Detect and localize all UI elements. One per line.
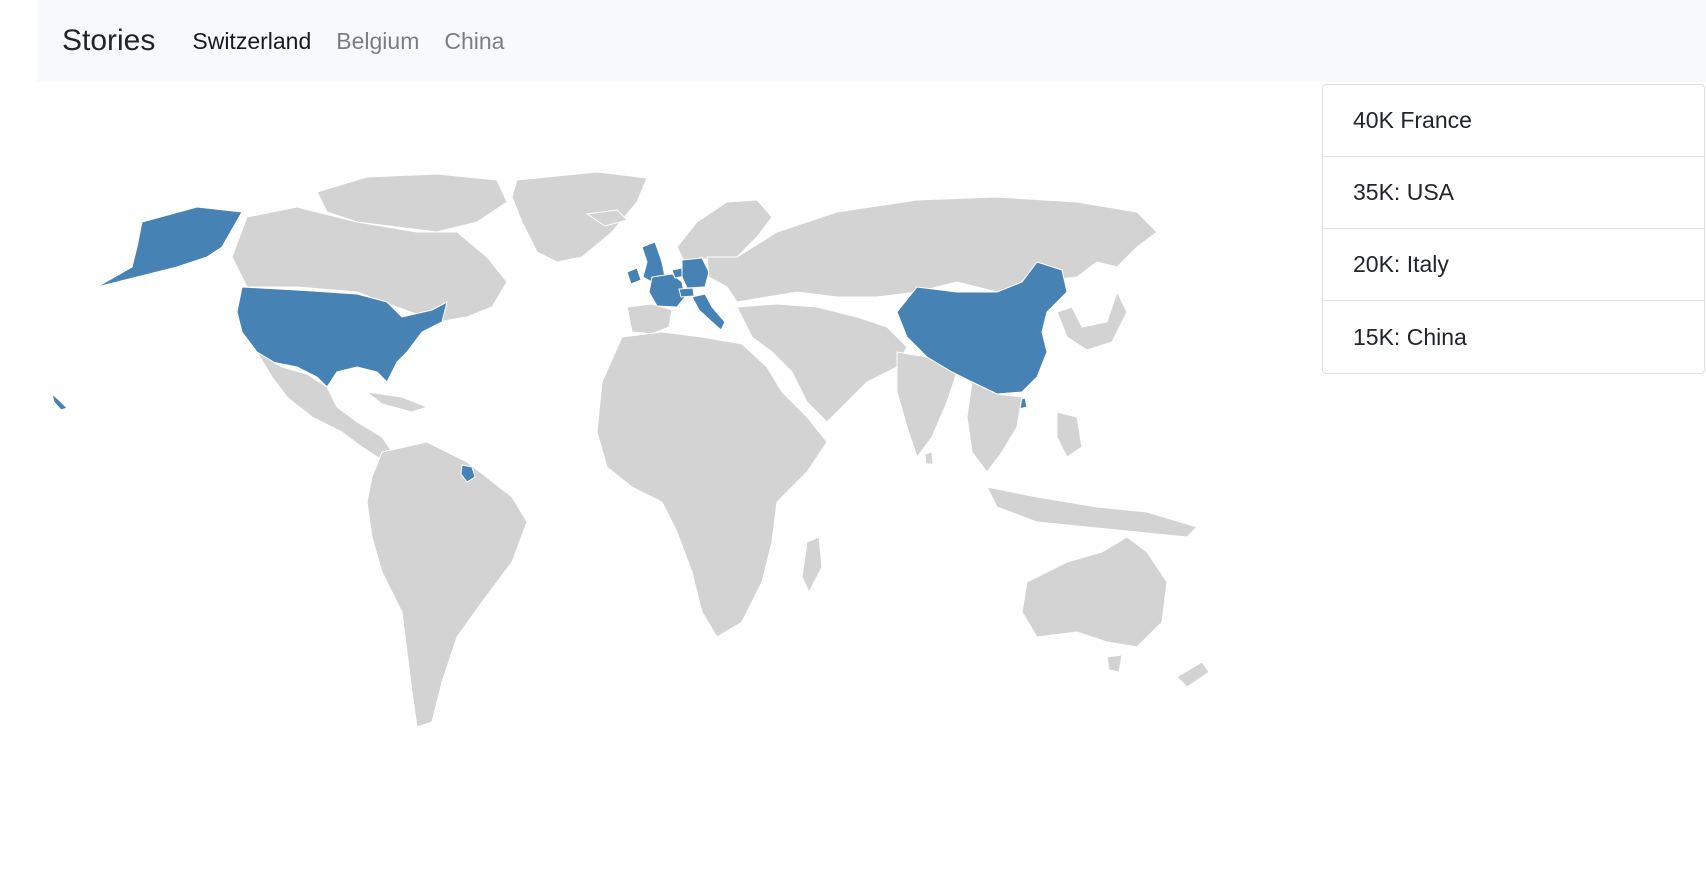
stats-list: 40K France 35K: USA 20K: Italy 15K: Chin… — [1322, 84, 1705, 374]
brand-link[interactable]: Stories — [62, 24, 156, 57]
germany[interactable] — [681, 257, 710, 289]
africa[interactable] — [596, 331, 828, 638]
korea-japan[interactable] — [1056, 290, 1128, 351]
iceland[interactable] — [585, 209, 628, 227]
china[interactable] — [896, 261, 1068, 395]
iberia[interactable] — [626, 303, 673, 335]
indonesia-philippines[interactable] — [986, 486, 1198, 538]
russia-eastern-europe[interactable] — [706, 196, 1158, 303]
sri-lanka[interactable] — [924, 451, 934, 465]
canada[interactable] — [231, 206, 508, 323]
nav-link-belgium[interactable]: Belgium — [336, 27, 420, 54]
caribbean[interactable] — [365, 391, 429, 413]
world-map[interactable] — [37, 82, 1322, 877]
australia[interactable] — [1021, 536, 1168, 648]
nav-link-china[interactable]: China — [444, 27, 505, 54]
alaska[interactable] — [96, 206, 243, 288]
navbar: Stories Switzerland Belgium China — [37, 0, 1706, 82]
hawaii[interactable] — [51, 392, 68, 411]
ireland[interactable] — [626, 267, 642, 285]
switzerland[interactable] — [678, 287, 695, 298]
stats-item-usa: 35K: USA — [1323, 157, 1704, 229]
stats-item-italy: 20K: Italy — [1323, 229, 1704, 301]
world-map-svg[interactable] — [37, 82, 1322, 877]
philippines[interactable] — [1056, 411, 1083, 458]
stats-item-france: 40K France — [1323, 85, 1704, 157]
greenland[interactable] — [511, 171, 648, 263]
madagascar[interactable] — [801, 536, 823, 594]
italy[interactable] — [691, 293, 726, 331]
new-zealand[interactable] — [1176, 661, 1210, 688]
arctic-islands[interactable] — [316, 173, 508, 233]
tasmania[interactable] — [1106, 654, 1123, 673]
nav-link-switzerland[interactable]: Switzerland — [192, 27, 312, 54]
stats-item-china: 15K: China — [1353, 323, 1467, 350]
french-guiana[interactable] — [460, 464, 476, 483]
middle-east[interactable] — [736, 303, 908, 423]
south-america[interactable] — [366, 441, 528, 728]
southeast-asia[interactable] — [966, 381, 1023, 473]
